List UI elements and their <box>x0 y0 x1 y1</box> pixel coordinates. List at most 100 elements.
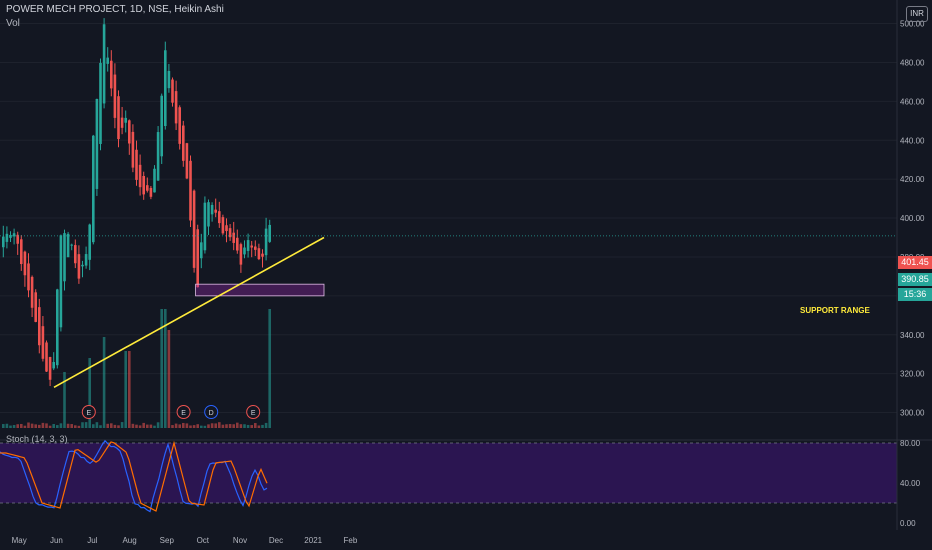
volume-bar <box>174 423 178 428</box>
candle-body <box>192 190 196 268</box>
volume-bar <box>30 423 34 428</box>
volume-bar <box>70 424 73 428</box>
candle-body <box>182 125 185 161</box>
volume-bar <box>232 424 235 428</box>
candle-body <box>138 164 142 188</box>
candle-body <box>34 292 37 322</box>
candle-body <box>178 107 181 144</box>
volume-bar <box>52 424 55 428</box>
candle-body <box>81 264 84 267</box>
volume-bar <box>74 425 77 428</box>
price-tick-label: 340.00 <box>900 331 925 340</box>
candle-body <box>9 234 12 238</box>
volume-bar <box>34 424 37 428</box>
candle-body <box>196 229 199 288</box>
currency-button[interactable]: INR <box>906 6 928 22</box>
candle-body <box>120 117 124 128</box>
time-tick-label: Jun <box>50 536 63 545</box>
volume-bar <box>189 425 192 428</box>
candle-body <box>218 211 221 224</box>
candle-body <box>102 24 106 104</box>
candle-body <box>164 50 167 127</box>
event-marker <box>246 405 261 419</box>
candle-body <box>210 204 214 215</box>
volume-bar <box>63 372 66 428</box>
candle-body <box>131 131 135 168</box>
volume-bar <box>12 425 16 428</box>
price-tick-label: 300.00 <box>900 409 925 418</box>
candle-body <box>52 362 55 369</box>
volume-bar <box>102 337 106 428</box>
volume-bar <box>146 424 149 428</box>
candle-body <box>59 235 63 328</box>
event-marker <box>81 405 96 419</box>
event-marker <box>176 405 191 419</box>
stoch-tick-label: 80.00 <box>900 439 921 448</box>
volume-bar <box>221 424 225 428</box>
candle-body <box>2 236 5 248</box>
volume-bar <box>84 422 88 428</box>
candle-body <box>88 224 91 260</box>
candle-body <box>221 217 225 234</box>
volume-bar <box>171 425 174 428</box>
candle-body <box>12 233 16 237</box>
candle-body <box>171 79 174 103</box>
candle-body <box>257 248 261 260</box>
candle-body <box>95 98 99 189</box>
volume-bar <box>167 330 171 428</box>
volume-bar <box>117 425 120 428</box>
volume-bar <box>153 425 156 428</box>
volume-bar <box>135 424 138 428</box>
volume-bar <box>218 422 221 428</box>
countdown-tag: 15:36 <box>898 288 932 301</box>
volume-bar <box>110 423 113 428</box>
volume-bar <box>214 423 217 428</box>
volume-bar <box>207 424 210 428</box>
volume-bar <box>156 422 160 428</box>
volume-bar <box>45 423 48 428</box>
stoch-tick-label: 40.00 <box>900 479 921 488</box>
time-tick-label: Sep <box>160 536 175 545</box>
candle-body <box>254 246 257 250</box>
candle-body <box>45 342 48 372</box>
volume-bar <box>200 425 203 428</box>
candle-body <box>160 95 163 157</box>
volume-bar <box>268 309 271 428</box>
candle-body <box>99 62 102 144</box>
volume-bar <box>185 423 189 428</box>
volume-bar <box>225 424 228 428</box>
candle-body <box>66 233 70 258</box>
volume-bar <box>77 425 81 428</box>
price-tick-label: 320.00 <box>900 370 925 379</box>
candle-body <box>124 117 127 123</box>
volume-bar <box>81 422 84 428</box>
time-tick-label: Dec <box>269 536 283 545</box>
volume-bar <box>142 422 145 428</box>
price-tick-label: 400.00 <box>900 214 925 223</box>
volume-bar <box>106 423 109 428</box>
volume-bar <box>210 423 214 428</box>
volume-bar <box>264 422 268 428</box>
volume-bar <box>120 422 124 428</box>
volume-bar <box>228 424 232 428</box>
event-marker <box>204 405 219 419</box>
time-tick-label: Jul <box>87 536 97 545</box>
event-marker-label: E <box>86 410 91 417</box>
candle-body <box>27 263 30 291</box>
time-tick-label: Oct <box>197 536 210 545</box>
volume-bar <box>160 309 163 428</box>
stoch-band <box>0 443 897 503</box>
symbol-title: POWER MECH PROJECT, 1D, NSE, Heikin Ashi <box>6 4 224 15</box>
candle-body <box>261 253 264 257</box>
candle-body <box>189 160 192 221</box>
volume-bar <box>92 424 95 428</box>
candle-body <box>84 254 88 266</box>
volume-bar <box>88 358 91 428</box>
volume-bar <box>149 424 153 428</box>
volume-bar <box>99 425 102 428</box>
support-range-label: SUPPORT RANGE <box>800 306 870 315</box>
candle-body <box>203 202 207 251</box>
candle-body <box>23 251 27 276</box>
time-tick-label: May <box>12 536 27 545</box>
